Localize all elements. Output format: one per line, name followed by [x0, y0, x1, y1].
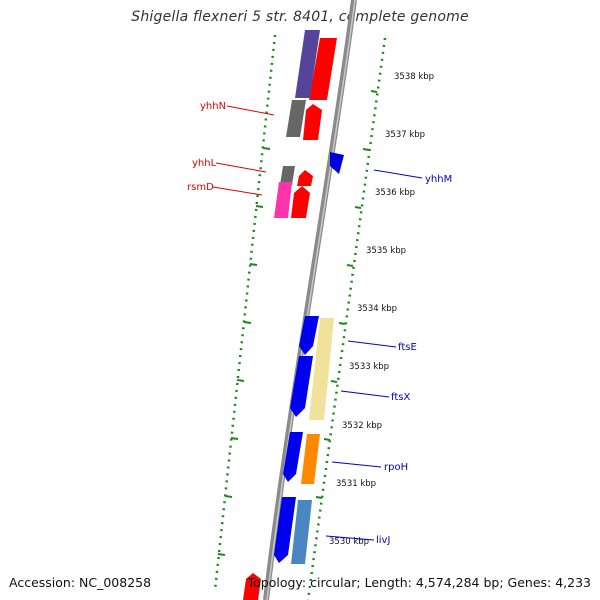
- gene-label-livJ: livJ: [376, 535, 390, 546]
- gene-label-yhhN: yhhN: [200, 101, 226, 112]
- gene-label-rpoH: rpoH: [384, 462, 408, 473]
- scale-label: 3530 kbp: [329, 537, 369, 547]
- genome-summary-text: Topology: circular; Length: 4,574,284 bp…: [247, 575, 591, 590]
- gene-feature-other: [286, 100, 306, 137]
- gene-feature-other: [274, 182, 292, 218]
- inner-tick-ring: [213, 34, 277, 591]
- scale-label: 3532 kbp: [342, 421, 382, 431]
- label-lines: [212, 105, 423, 541]
- gene-feature-reverse: [274, 497, 296, 563]
- gene-feature-forward: [291, 186, 310, 218]
- gene-feature-reverse: [299, 316, 319, 355]
- gene-feature-forward: [309, 38, 337, 100]
- outer-tick-marks: [315, 90, 378, 499]
- gene-feature-other: [309, 318, 334, 420]
- inner-tick-marks: [217, 147, 271, 556]
- gene-label-rsmD: rsmD: [187, 182, 214, 193]
- scale-label: 3534 kbp: [357, 304, 397, 314]
- gene-feature-forward: [243, 573, 261, 600]
- gene-feature-reverse: [283, 432, 303, 482]
- gene-label-ftsE: ftsE: [398, 342, 417, 353]
- scale-label: 3538 kbp: [394, 72, 434, 82]
- gene-feature-other: [295, 30, 320, 98]
- map-title: Shigella flexneri 5 str. 8401, complete …: [131, 9, 469, 25]
- gene-feature-other: [301, 434, 320, 484]
- gene-feature-reverse: [290, 356, 313, 417]
- scale-label: 3537 kbp: [385, 130, 425, 140]
- gene-feature-forward: [303, 104, 322, 140]
- gene-feature-other: [280, 166, 295, 185]
- scale-label: 3533 kbp: [349, 362, 389, 372]
- gene-label-ftsX: ftsX: [391, 392, 410, 403]
- genome-backbone: [263, 0, 357, 600]
- scale-label: 3531 kbp: [336, 479, 376, 489]
- scale-label: 3536 kbp: [375, 188, 415, 198]
- gene-label-yhhL: yhhL: [192, 158, 217, 169]
- gene-label-yhhM: yhhM: [425, 174, 452, 185]
- gene-feature-other: [291, 500, 312, 564]
- gene-feature-reverse: [330, 152, 344, 174]
- scale-label: 3535 kbp: [366, 246, 406, 256]
- gene-feature-forward: [297, 170, 313, 186]
- accession-text: Accession: NC_008258: [9, 575, 152, 590]
